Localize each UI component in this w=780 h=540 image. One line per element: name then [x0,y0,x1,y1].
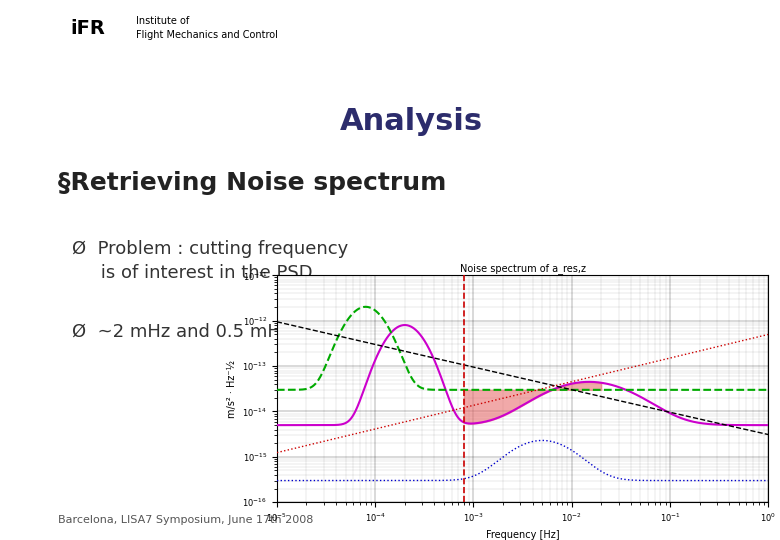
Text: §Retrieving Noise spectrum: §Retrieving Noise spectrum [58,171,446,195]
Text: Barcelona, LISA7 Symposium, June 17th 2008: Barcelona, LISA7 Symposium, June 17th 20… [58,515,313,525]
Text: Institute of
Flight Mechanics and Control: Institute of Flight Mechanics and Contro… [136,16,278,40]
Text: Ø  Problem : cutting frequency
     is of interest in the PSD: Ø Problem : cutting frequency is of inte… [73,240,349,282]
Title: Noise spectrum of a_res,z: Noise spectrum of a_res,z [459,263,586,274]
Text: www.ifr.uni-stuttgart.de: www.ifr.uni-stuttgart.de [17,252,26,359]
Text: Analysis: Analysis [340,107,483,136]
Text: Universität Stuttgart
Germany: Universität Stuttgart Germany [640,16,754,40]
Y-axis label: m/s² · Hz⁻½: m/s² · Hz⁻½ [227,360,237,418]
Text: Ø  ~2 mHz and 0.5 mHz: Ø ~2 mHz and 0.5 mHz [73,322,291,341]
X-axis label: Frequency [Hz]: Frequency [Hz] [486,530,559,540]
Text: iFR: iFR [70,18,105,38]
